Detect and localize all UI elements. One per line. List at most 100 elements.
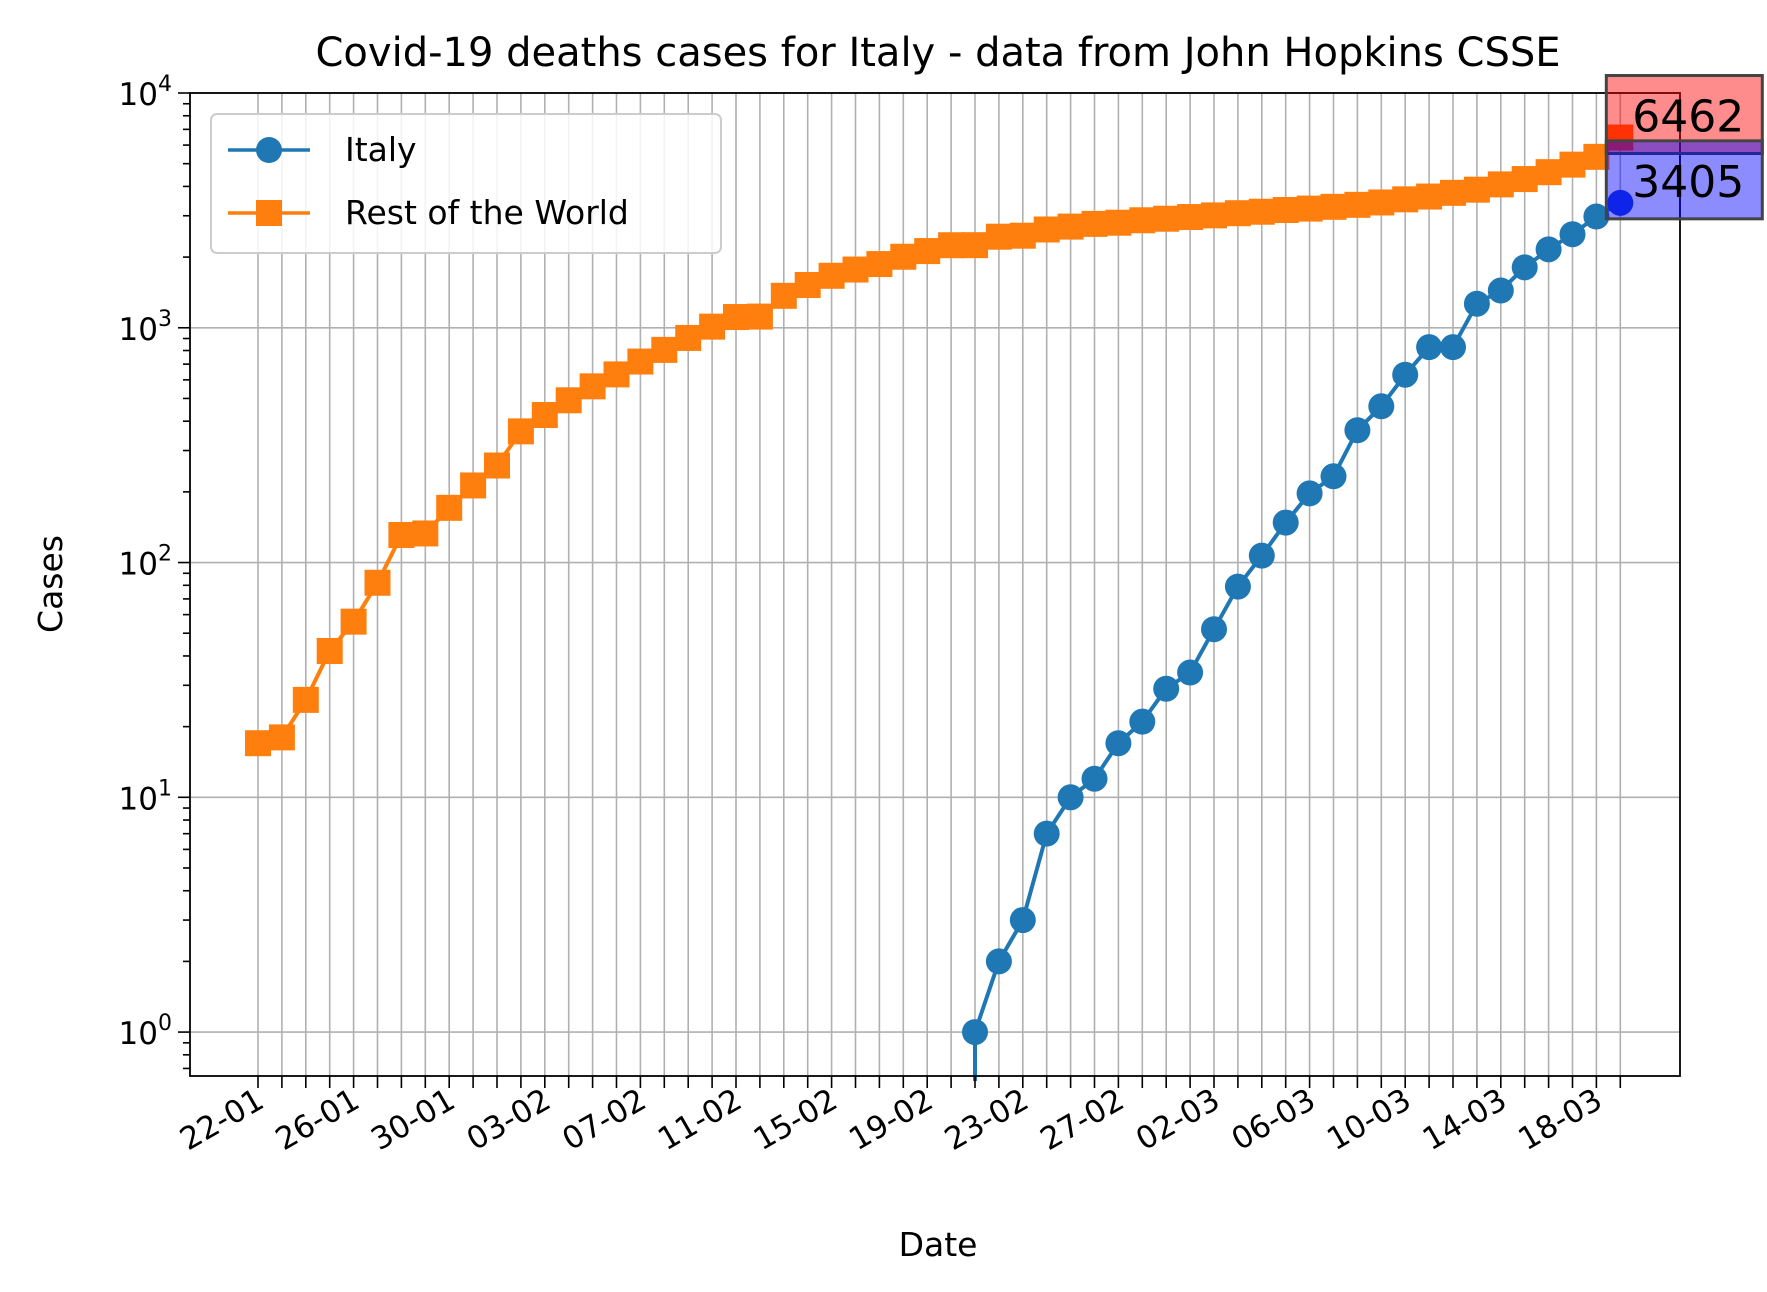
data-point	[579, 373, 606, 400]
data-point	[364, 569, 391, 596]
chart-title: Covid-19 deaths cases for Italy - data f…	[316, 30, 1561, 76]
data-point	[1224, 200, 1251, 227]
x-tick-label: 03-02	[461, 1082, 557, 1158]
data-point	[962, 232, 988, 259]
data-point	[1440, 179, 1466, 206]
data-point	[818, 262, 845, 289]
y-tick-label: 104	[119, 72, 172, 113]
data-point	[388, 522, 415, 549]
data-point	[746, 303, 773, 330]
series-line	[973, 201, 1622, 1081]
data-point	[1296, 480, 1323, 507]
grid	[190, 92, 1680, 1076]
data-point	[1153, 675, 1180, 702]
x-tick-label: 15-02	[748, 1082, 844, 1158]
legend[interactable]: Italy Rest of the World	[210, 113, 722, 254]
y-axis-label: Cases	[31, 535, 70, 633]
data-point	[985, 223, 1012, 250]
x-tick-label: 18-03	[1512, 1082, 1608, 1158]
data-point	[723, 304, 749, 331]
annotations: 6462 3405	[1604, 74, 1764, 221]
data-point	[292, 686, 319, 713]
data-point	[1009, 907, 1036, 934]
data-point	[1344, 417, 1371, 444]
data-point	[1535, 159, 1562, 186]
x-tick-label: 02-03	[1130, 1082, 1226, 1158]
data-point	[938, 232, 965, 259]
data-point	[1057, 784, 1084, 811]
data-point	[1511, 254, 1538, 281]
data-point	[1440, 334, 1466, 361]
data-point	[484, 452, 510, 479]
data-point	[1296, 195, 1323, 222]
data-point	[1487, 171, 1514, 198]
data-point	[985, 948, 1012, 975]
data-point	[1129, 708, 1156, 735]
data-point	[1320, 463, 1347, 490]
y-tick-label: 100	[119, 1011, 172, 1052]
data-point	[1416, 183, 1443, 210]
data-point	[1368, 189, 1395, 216]
data-point	[914, 238, 941, 265]
x-tick-label: 06-03	[1226, 1082, 1322, 1158]
data-point	[1201, 202, 1227, 229]
y-axis: 100 101 102 103 104	[119, 72, 190, 1070]
data-point	[1105, 730, 1132, 757]
data-point	[460, 472, 487, 499]
data-point	[1272, 509, 1299, 536]
data-point	[531, 402, 558, 429]
data-point	[507, 418, 534, 445]
data-point	[1272, 197, 1299, 224]
data-point	[1559, 151, 1586, 178]
x-tick-label: 19-02	[843, 1082, 939, 1158]
y-tick-label: 102	[119, 542, 172, 583]
x-tick-label: 30-01	[365, 1082, 461, 1158]
series-rest-of-the-world	[245, 124, 1634, 757]
data-point	[1129, 207, 1156, 234]
data-point	[1392, 361, 1419, 388]
series-italy	[962, 189, 1634, 1081]
x-tick-label: 22-01	[174, 1082, 270, 1158]
series-layer	[245, 124, 1634, 1081]
data-point	[1248, 198, 1275, 225]
data-point	[1033, 216, 1060, 243]
data-point	[962, 1019, 988, 1046]
legend-rest-of-world-label: Rest of the World	[345, 193, 629, 232]
data-point	[794, 272, 821, 299]
data-point	[1153, 205, 1180, 232]
data-point	[436, 494, 463, 521]
data-point	[651, 336, 678, 363]
data-point	[675, 324, 702, 351]
y-tick-label: 101	[119, 776, 172, 817]
data-point	[1511, 166, 1538, 193]
annotation-3405: 3405	[1604, 139, 1764, 221]
data-point	[1177, 659, 1204, 686]
annotation-box	[1604, 139, 1764, 221]
data-point	[316, 637, 343, 664]
data-point	[866, 251, 893, 278]
data-point	[1105, 209, 1132, 236]
data-point	[245, 730, 271, 757]
legend-italy-marker	[256, 137, 282, 163]
legend-box	[210, 113, 722, 254]
x-tick-label: 26-01	[270, 1082, 366, 1158]
data-point	[1463, 176, 1490, 203]
annotation-label: 3405	[1632, 157, 1744, 208]
data-point	[627, 348, 654, 375]
data-point	[1081, 210, 1108, 237]
data-point	[1320, 193, 1347, 220]
legend-rest-of-world-marker	[256, 200, 282, 226]
x-tick-label: 11-02	[652, 1082, 748, 1158]
data-point	[1057, 213, 1084, 240]
data-point	[1177, 204, 1204, 231]
data-point	[340, 608, 367, 635]
data-point	[1535, 236, 1562, 263]
data-point	[770, 282, 797, 309]
x-axis-label: Date	[899, 1225, 978, 1264]
data-point	[1081, 765, 1108, 792]
x-tick-label: 10-03	[1321, 1082, 1417, 1158]
data-point	[1463, 290, 1490, 317]
data-point	[1583, 203, 1610, 230]
